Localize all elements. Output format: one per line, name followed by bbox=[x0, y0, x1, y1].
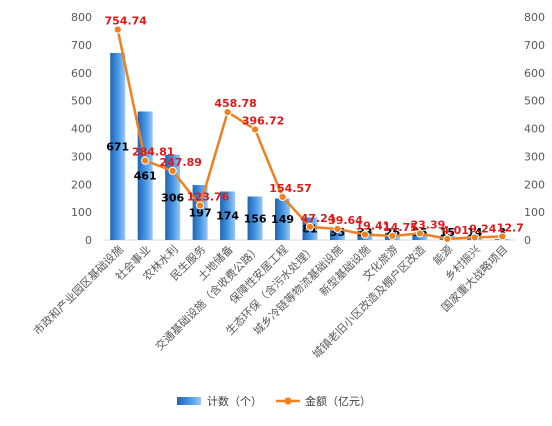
line-point bbox=[113, 25, 122, 34]
line-point bbox=[196, 201, 205, 210]
y2-tick-label-right: 700 bbox=[524, 39, 545, 52]
line-data-label: 123.76 bbox=[187, 191, 230, 204]
line-point bbox=[443, 234, 452, 243]
line-point bbox=[141, 156, 150, 165]
legend-swatch-bar bbox=[177, 397, 201, 405]
bar-data-label: 156 bbox=[244, 212, 267, 225]
y2-tick-label-right: 300 bbox=[524, 150, 545, 163]
line-data-label: 754.74 bbox=[105, 15, 148, 28]
line-point bbox=[470, 233, 479, 242]
bar bbox=[329, 230, 345, 240]
y2-tick-label-right: 400 bbox=[524, 123, 545, 136]
line-point bbox=[360, 230, 370, 239]
line-point bbox=[278, 192, 287, 202]
y-tick-label-left: 500 bbox=[71, 95, 92, 108]
y-tick-label-left: 800 bbox=[71, 11, 92, 24]
line-data-label: 9.24 bbox=[469, 222, 496, 235]
y2-tick-label-right: 200 bbox=[524, 178, 545, 191]
line-data-label: 19.41 bbox=[356, 220, 391, 233]
bar-data-label: 197 bbox=[189, 207, 212, 220]
line-data-label: 23.39 bbox=[410, 218, 445, 231]
bar-data-label: 14 bbox=[467, 226, 483, 239]
y-tick-label-left: 600 bbox=[71, 67, 92, 80]
legend-swatch-marker bbox=[284, 397, 292, 405]
y2-tick-label-right: 100 bbox=[524, 206, 545, 219]
line-data-label: 47.24 bbox=[301, 212, 336, 225]
line-data-label: 4.01 bbox=[442, 224, 469, 237]
bar-data-label: 306 bbox=[161, 191, 184, 204]
line-point bbox=[333, 224, 342, 234]
line-point bbox=[250, 125, 260, 134]
line-data-label: 39.64 bbox=[328, 214, 363, 227]
y2-tick-label-right: 600 bbox=[524, 67, 545, 80]
bar-data-label: 174 bbox=[216, 210, 239, 223]
y2-tick-label-right: 500 bbox=[524, 95, 545, 108]
line-data-label: 247.89 bbox=[159, 156, 201, 169]
y-tick-label-left: 0 bbox=[85, 234, 92, 247]
line-point bbox=[498, 232, 507, 241]
y-tick-label-left: 400 bbox=[71, 123, 92, 136]
line-data-label: 154.57 bbox=[269, 182, 311, 195]
legend-label-line: 金额（亿元） bbox=[305, 394, 371, 408]
line-data-label: 12.7 bbox=[497, 221, 524, 234]
line-data-label: 14.75 bbox=[383, 221, 418, 234]
y2-tick-label-right: 800 bbox=[524, 11, 545, 24]
y-tick-label-left: 700 bbox=[71, 39, 92, 52]
line-point bbox=[415, 229, 424, 238]
y-tick-label-left: 200 bbox=[71, 178, 92, 191]
bar-data-label: 671 bbox=[106, 140, 129, 153]
line-point bbox=[388, 231, 397, 240]
bar bbox=[275, 198, 291, 240]
line-data-label: 284.81 bbox=[132, 146, 174, 159]
line-data-label: 458.78 bbox=[214, 97, 256, 110]
line-point bbox=[305, 222, 315, 231]
bar-data-label: 15 bbox=[440, 226, 455, 239]
bar bbox=[110, 52, 126, 240]
y-tick-label-left: 300 bbox=[71, 150, 92, 163]
line-data-label: 396.72 bbox=[242, 114, 284, 127]
y2-tick-label-right: 0 bbox=[524, 234, 531, 247]
line-point bbox=[223, 108, 232, 117]
y-tick-label-left: 100 bbox=[71, 206, 92, 219]
line-point bbox=[168, 166, 177, 176]
bar-data-label: 149 bbox=[271, 213, 294, 226]
bar bbox=[220, 191, 236, 240]
category-label: 市政和产业园区基础设施 bbox=[30, 242, 125, 337]
bar bbox=[247, 196, 263, 240]
bar-data-label: 461 bbox=[134, 170, 157, 183]
legend-label-bar: 计数（个） bbox=[207, 395, 262, 408]
